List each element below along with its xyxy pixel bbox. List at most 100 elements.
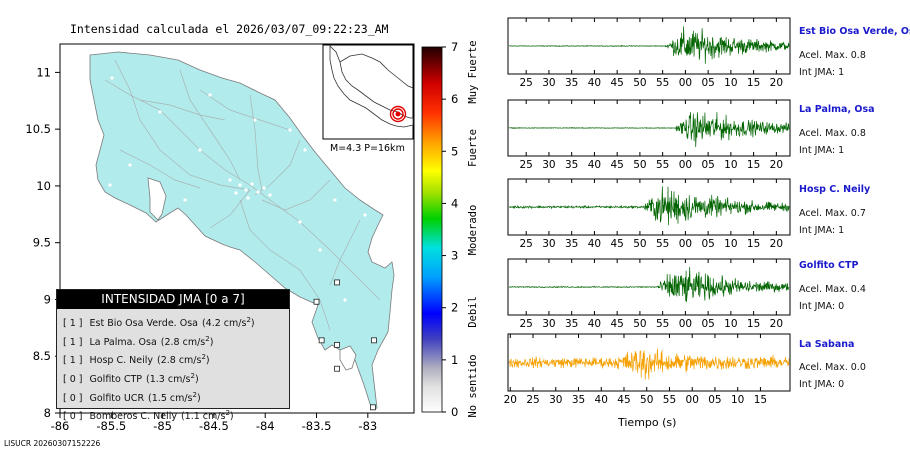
waveform-tick-label: 20 [770,77,783,89]
waveform-tick-label: 20 [770,238,783,250]
inset-landmass [329,45,414,128]
waveform-tick-label: 40 [588,238,601,250]
time-axis-label: Tiempo (s) [618,416,677,429]
legend-value: (4.2 cm/s [201,318,247,330]
waveform-tick-label: 10 [724,77,737,89]
legend-row: [ 1 ] La Palma. Osa (2.8 cm/s2) [63,332,289,351]
waveform-trace [508,112,790,148]
map-y-tick-label: 8.5 [33,349,51,363]
legend-unit-exponent: 2 [201,353,206,362]
legend-station: Est Bio Osa Verde. Osa [89,318,198,330]
legend-unit-exponent: 2 [225,409,230,418]
waveform-tick-label: 25 [520,318,533,330]
colorbar-category: Fuerte [467,129,479,167]
colorbar-category: Muy Fuerte [467,40,479,103]
waveform-tick-label: 55 [656,77,669,89]
waveform-tick-label: 05 [701,318,714,330]
waveform-tick-label: 55 [656,318,669,330]
waveform-tick-label: 40 [588,318,601,330]
inset-map [322,44,414,140]
legend-intensity: [ 0 ] [63,374,83,386]
waveform-tick-label: 45 [610,159,623,171]
legend-header: INTENSIDAD JMA [0 a 7] [57,290,289,309]
waveform-tick-label: 10 [724,159,737,171]
waveform-tick-label: 45 [610,318,623,330]
trace-station-name: La Sabana [799,339,855,350]
legend-row: [ 1 ] Est Bio Osa Verde. Osa (4.2 cm/s2) [63,313,289,332]
waveform-tick-label: 05 [701,238,714,250]
map-y-tick-label: 10 [36,179,51,193]
waveform-trace [508,186,790,226]
waveform-tick-label: 45 [610,238,623,250]
intensity-legend: INTENSIDAD JMA [0 a 7] [ 1 ] Est Bio Osa … [56,289,290,422]
waveform-tick-label: 50 [640,394,653,406]
trace-int-jma: Int JMA: 0 [799,379,845,390]
legend-intensity: [ 1 ] [63,336,83,348]
waveform-panel: 25 30 35 40 45 50 55 00 05 10 15 20 [507,99,791,171]
waveform-tick-label: 40 [588,77,601,89]
trace-station-name: La Palma, Osa [799,104,875,115]
trace-acel-max: Acel. Max. 0.0 [799,362,866,373]
trace-int-jma: Int JMA: 1 [799,67,845,78]
waveform-tick-label: 35 [572,394,585,406]
map-axes: -86 -85.5 -85 -84.5 -84 -83.5 -83 8 8.5 9 9.5 10 10.… [25,65,377,433]
legend-row: [ 0 ] Golfito CTP (1.3 cm/s2) [63,369,289,388]
map-x-tick-label: -84.5 [199,419,229,433]
waveform-tick-label: 10 [724,238,737,250]
legend-station: Hosp C. Neily [89,355,153,367]
legend-unit-exponent: 2 [192,390,197,399]
trace-acel-max: Acel. Max. 0.8 [799,50,866,61]
golfo-dulce [339,345,357,371]
legend-intensity: [ 0 ] [63,392,83,404]
legend-close: ) [196,392,201,404]
legend-station: La Palma. Osa [89,336,157,348]
trace-station-name: Est Bio Osa Verde, Osa [799,26,910,37]
city-dots [108,76,367,302]
station-markers [313,279,377,411]
waveform-tick-label: 50 [633,238,646,250]
waveform-tick-label: 00 [679,159,692,171]
map-y-tick-label: 11 [36,65,51,79]
colorbar-tick-label: 0 [451,405,458,419]
waveform-tick-label: 35 [565,318,578,330]
waveform-tick-label: 45 [617,394,630,406]
trace-station-name: Golfito CTP [799,260,859,271]
colorbar-tick-label: 3 [451,249,458,263]
waveform-trace [508,348,790,380]
waveform-tick-label: 00 [686,394,699,406]
map-x-tick-label: -83 [358,419,377,433]
trace-int-jma: Int JMA: 1 [799,145,845,156]
colorbar-category: Debil [467,296,479,328]
colorbar-tick-label: 5 [451,144,458,158]
waveform-panel: 25 30 35 40 45 50 55 00 05 10 15 20 [507,258,791,330]
legend-row: [ 1 ] Hosp C. Neily (2.8 cm/s2) [63,350,289,369]
waveform-tick-label: 25 [526,394,539,406]
trace-station-name: Hosp C. Neily [799,184,871,195]
waveform-tick-label: 30 [542,318,555,330]
map-x-tick-label: -85 [153,419,172,433]
colorbar-tick-label: 1 [451,353,458,367]
waveform-tick-label: 30 [549,394,562,406]
waveform-tick-label: 15 [747,318,760,330]
station-marker [334,279,340,286]
waveform-tick-label: 15 [747,159,760,171]
colorbar-ticks: 0 1 2 3 4 5 6 7 [442,40,458,419]
station-marker [313,298,320,305]
colorbar-tick-label: 7 [451,40,458,54]
waveform-tick-label: 00 [679,238,692,250]
waveform-tick-label: 55 [663,394,676,406]
waveform-tick-label: 00 [679,77,692,89]
legend-close: ) [205,355,210,367]
waveform-tick-label: 20 [504,394,517,406]
waveform-panel: 25 30 35 40 45 50 55 00 05 10 15 20 [507,178,791,250]
page-title: Intensidad calculada el 2026/03/07_09:22… [70,22,389,36]
waveform-tick-label: 15 [747,77,760,89]
waveform-panels: 25 30 35 40 45 50 55 00 05 10 15 20 25 30 35 40 45 50 55 00… [504,17,791,406]
legend-unit-exponent: 2 [246,316,251,324]
trace-acel-max: Acel. Max. 0.4 [799,284,866,295]
legend-close: ) [250,318,255,330]
waveform-tick-label: 25 [520,238,533,250]
waveform-tick-label: 10 [724,318,737,330]
map-x-tick-label: -83.5 [302,419,332,433]
waveform-tick-label: 10 [731,394,744,406]
